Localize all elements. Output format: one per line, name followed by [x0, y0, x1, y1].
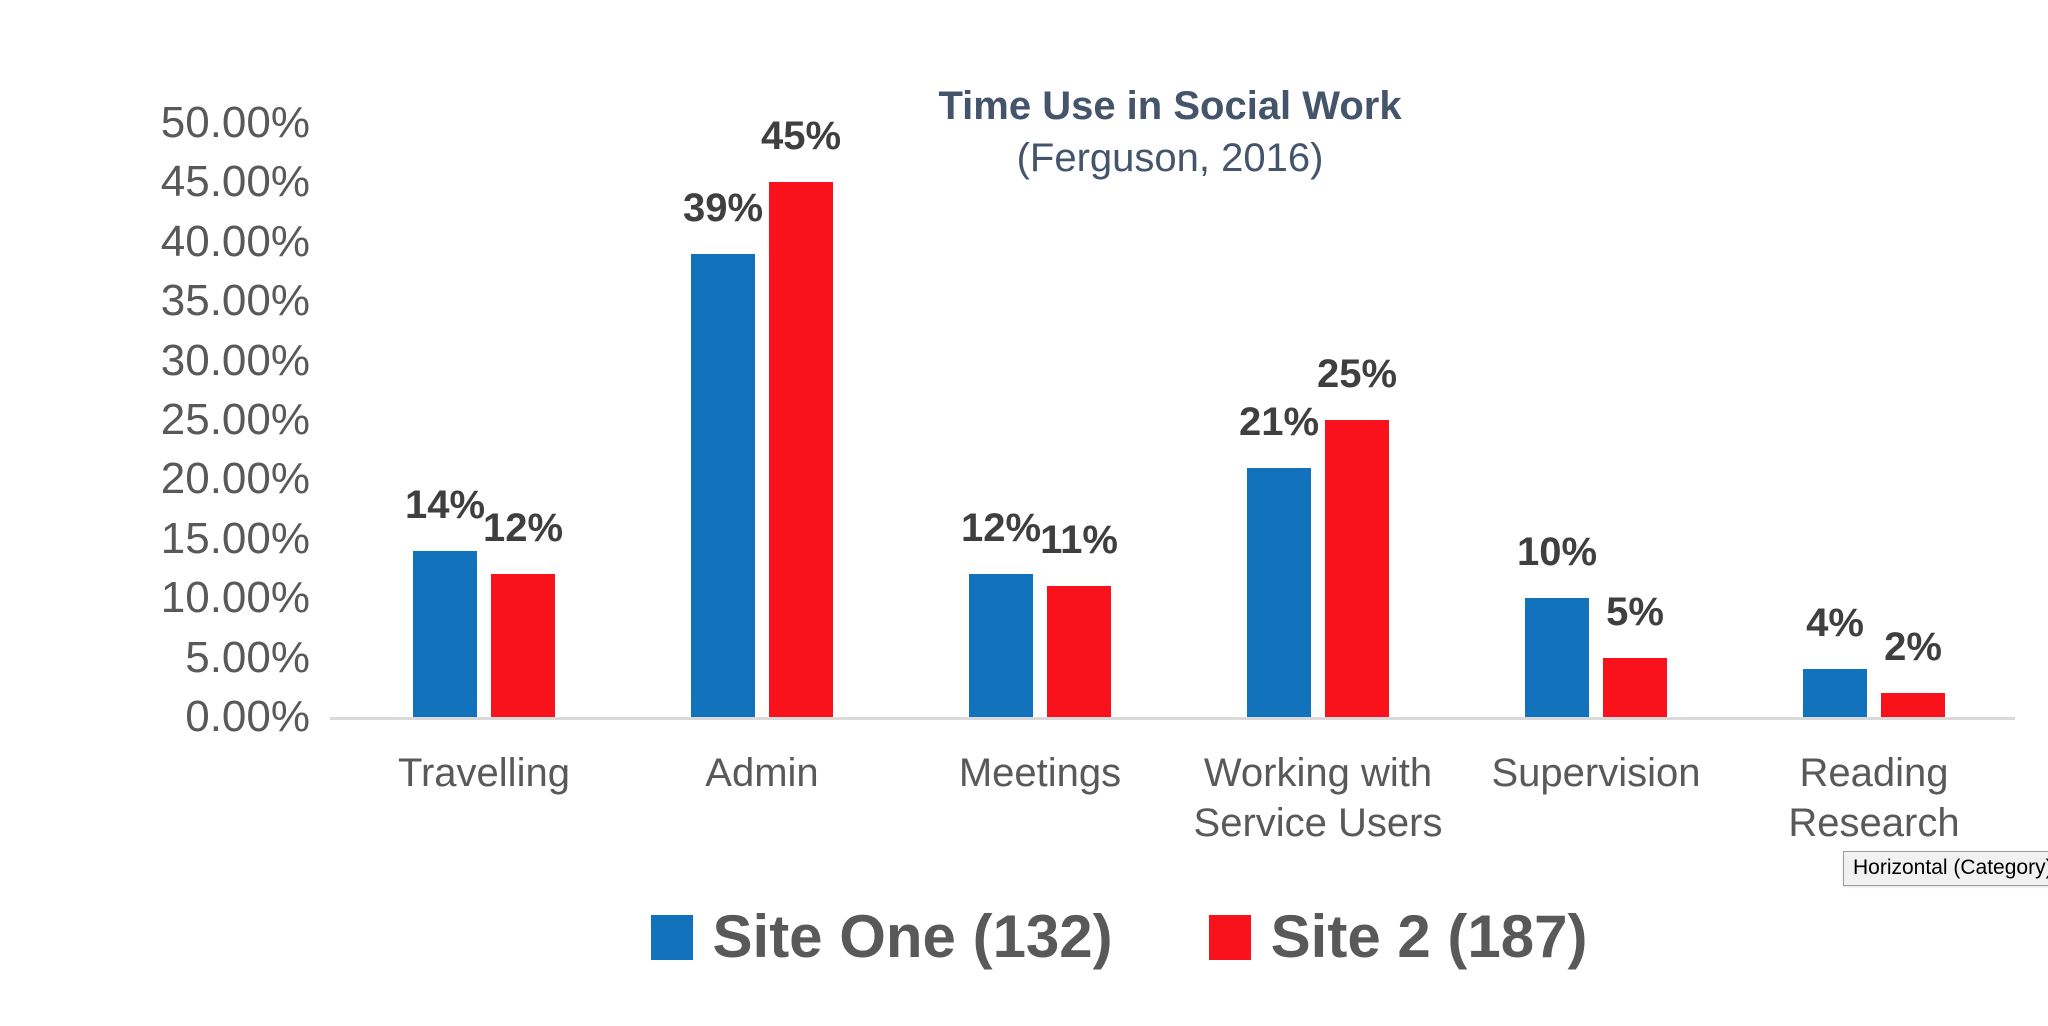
legend-entry-site-one[interactable]: Site One (132): [650, 903, 1113, 970]
x-axis-label-admin[interactable]: Admin: [705, 751, 819, 795]
bar-site-2-187-supervision[interactable]: [1603, 657, 1667, 717]
chart-subtitle[interactable]: (Ferguson, 2016): [1016, 136, 1324, 180]
bar-site-2-187-travelling[interactable]: [491, 574, 555, 717]
bar-site-2-187-admin[interactable]: [769, 182, 833, 717]
y-axis-tick-25-00[interactable]: 25.00%: [160, 395, 310, 444]
bar-site-one-132-working-with[interactable]: [1247, 467, 1311, 717]
chart-legend[interactable]: Site One (132) Site 2 (187): [190, 905, 2048, 969]
legend-swatch-site-one: [650, 914, 693, 960]
bar-site-2-187-reading[interactable]: [1881, 693, 1945, 717]
bar-site-one-132-supervision[interactable]: [1525, 598, 1589, 717]
bar-site-2-187-meetings[interactable]: [1047, 586, 1111, 717]
data-label-site-2-187-supervision[interactable]: 5%: [1606, 589, 1664, 634]
x-axis-label-working-with[interactable]: Working with Service Users: [1193, 751, 1443, 845]
data-label-site-one-132-reading[interactable]: 4%: [1806, 601, 1864, 646]
legend-swatch-site-2: [1208, 914, 1251, 960]
chart-title[interactable]: Time Use in Social Work: [938, 84, 1402, 128]
bar-site-one-132-reading[interactable]: [1803, 669, 1867, 717]
y-axis-tick-45-00[interactable]: 45.00%: [160, 157, 310, 207]
y-axis-tick-30-00[interactable]: 30.00%: [160, 335, 310, 385]
chart-title-block[interactable]: Time Use in Social Work (Ferguson, 2016): [292, 80, 2048, 184]
bar-site-one-132-travelling[interactable]: [413, 550, 477, 717]
data-label-site-one-132-meetings[interactable]: 12%: [960, 506, 1042, 551]
x-axis-label-supervision[interactable]: Supervision: [1491, 751, 1701, 795]
data-label-site-2-187-reading[interactable]: 2%: [1884, 625, 1942, 670]
x-axis-label-reading[interactable]: Reading Research: [1788, 751, 1960, 845]
x-axis-label-meetings[interactable]: Meetings: [958, 751, 1122, 795]
data-label-site-2-187-admin[interactable]: 45%: [760, 114, 842, 159]
bar-site-one-132-meetings[interactable]: [969, 574, 1033, 717]
y-axis-tick-50-00[interactable]: 50.00%: [160, 98, 310, 147]
y-axis-tick-20-00[interactable]: 20.00%: [160, 454, 310, 504]
y-axis-tick-5-00[interactable]: 5.00%: [185, 632, 310, 682]
x-axis-line[interactable]: [330, 717, 2015, 720]
bar-site-one-132-admin[interactable]: [691, 253, 755, 717]
data-label-site-2-187-meetings[interactable]: 11%: [1040, 518, 1118, 563]
data-label-site-one-132-travelling[interactable]: 14%: [404, 482, 486, 527]
x-axis-label-travelling[interactable]: Travelling: [398, 751, 570, 795]
legend-label-site-one: Site One (132): [712, 903, 1113, 970]
legend-entry-site-2[interactable]: Site 2 (187): [1208, 903, 1588, 970]
data-label-site-2-187-travelling[interactable]: 12%: [482, 506, 564, 551]
data-label-site-one-132-supervision[interactable]: 10%: [1516, 530, 1598, 575]
y-axis-tick-15-00[interactable]: 15.00%: [160, 513, 310, 563]
y-axis-tick-0-00[interactable]: 0.00%: [185, 692, 310, 741]
bar-site-2-187-working-with[interactable]: [1325, 420, 1389, 717]
y-axis-tick-40-00[interactable]: 40.00%: [160, 216, 310, 266]
y-axis-tick-10-00[interactable]: 10.00%: [160, 573, 310, 623]
data-label-site-2-187-working-with[interactable]: 25%: [1316, 352, 1398, 396]
data-label-site-one-132-admin[interactable]: 39%: [682, 185, 764, 230]
data-label-site-one-132-working-with[interactable]: 21%: [1238, 399, 1320, 444]
axis-hover-tooltip: Horizontal (Category): [1843, 851, 2048, 886]
legend-label-site-2: Site 2 (187): [1270, 903, 1588, 970]
y-axis-tick-35-00[interactable]: 35.00%: [160, 276, 310, 326]
